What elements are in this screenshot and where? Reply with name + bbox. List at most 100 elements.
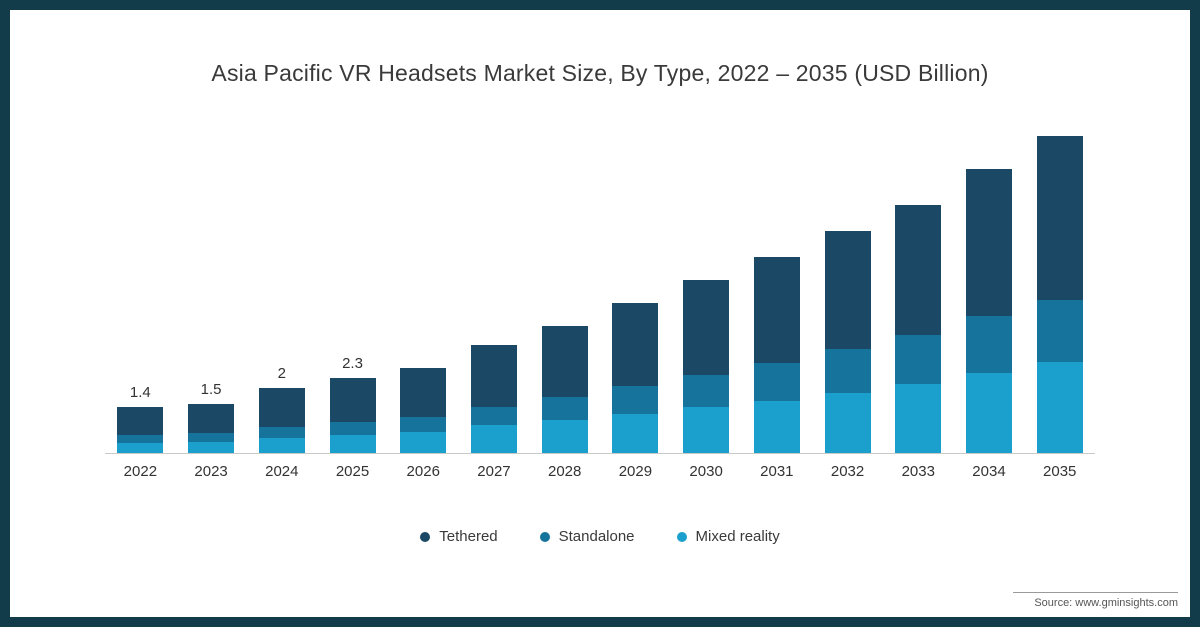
bar-segment-mixed-reality [470,425,517,453]
x-tick-label: 2026 [406,463,440,480]
bar-column [459,98,530,453]
bar-column: 2 [246,98,317,453]
legend-label: Mixed reality [695,528,780,545]
source-attribution: Source: www.gminsights.com [1013,592,1178,609]
bar-column [741,98,812,453]
bar-segment-mixed-reality [895,384,942,453]
legend: Tethered Standalone Mixed reality [105,528,1095,545]
legend-item-mixed-reality: Mixed reality [676,528,780,545]
bar-segment-standalone [541,397,588,421]
chart-title: Asia Pacific VR Headsets Market Size, By… [211,60,989,86]
bar-value-label: 1.4 [129,384,151,402]
bar-segment-mixed-reality [188,442,235,453]
bar-stack [470,345,517,453]
bar-column: 2.3 [317,98,388,453]
x-tick-label: 2025 [335,463,370,480]
bar-segment-mixed-reality [824,392,871,453]
bar-column [812,98,883,453]
legend-dot-icon [539,531,550,542]
bar-column [1024,98,1095,453]
x-tick-label: 2034 [972,463,1006,480]
chart-area: 1.4 1.5 2 2.3 2022 2023 2024 2025 2026 2027 2028 2… [105,98,1095,545]
bar-stack [1036,136,1083,453]
bar-segment-tethered [683,279,730,375]
bar-column [954,98,1025,453]
bar-segment-tethered [753,257,800,364]
x-tick-label: 2027 [477,463,511,480]
bar-stack [188,404,235,453]
bar-segment-standalone [188,433,235,443]
bar-segment-mixed-reality [329,435,376,453]
bar-segment-mixed-reality [258,438,305,453]
bar-segment-standalone [895,335,942,385]
bar-segment-tethered [188,404,235,434]
bar-stack [117,407,164,453]
bar-segment-tethered [612,302,659,387]
bar-column [671,98,742,453]
plot-area: 1.4 1.5 2 2.3 [105,98,1095,453]
bar-segment-standalone [683,374,730,408]
legend-label: Tethered [439,528,498,545]
bar-segment-standalone [824,348,871,393]
x-tick-label: 2030 [689,463,723,480]
bar-stack [400,368,447,453]
legend-dot-icon [420,531,431,542]
bar-stack [329,377,376,453]
bar-column [388,98,459,453]
bar-segment-standalone [965,315,1012,373]
bar-segment-standalone [329,421,376,435]
x-tick-label: 2028 [547,463,582,480]
bar-segment-mixed-reality [612,413,659,453]
x-tick-label: 2029 [618,463,653,480]
bar-stack [895,204,942,453]
bar-stack [683,279,730,453]
bar-stack [258,387,305,453]
bar-segment-mixed-reality [683,407,730,453]
x-tick-label: 2031 [760,463,794,480]
bar-segment-standalone [470,407,517,426]
bar-segment-tethered [965,168,1012,316]
bar-column: 1.5 [176,98,247,453]
x-tick-label: 2033 [901,463,935,480]
bar-segment-standalone [117,435,164,444]
x-tick-label: 2032 [830,463,865,480]
bar-column: 1.4 [105,98,176,453]
bar-stack [824,230,871,453]
bar-segment-mixed-reality [400,431,447,453]
bar-segment-mixed-reality [965,373,1012,453]
bar-segment-tethered [329,377,376,422]
bar-segment-tethered [1036,136,1083,300]
legend-item-tethered: Tethered [420,528,498,545]
bar-segment-tethered [824,230,871,349]
legend-label: Standalone [558,528,635,545]
bar-column [600,98,671,453]
bar-segment-standalone [612,386,659,414]
bar-segment-tethered [541,325,588,398]
bar-value-label: 2.3 [342,354,363,372]
bar-segment-tethered [470,345,517,408]
bar-value-label: 2 [277,364,286,382]
bar-value-label: 1.5 [200,381,222,399]
bar-column [883,98,954,453]
bar-segment-standalone [1036,299,1083,362]
bar-segment-mixed-reality [117,443,164,453]
bar-segment-tethered [895,204,942,336]
legend-item-standalone: Standalone [539,528,635,545]
bar-segment-mixed-reality [1036,361,1083,453]
x-tick-label: 2022 [123,463,158,480]
bar-segment-standalone [753,363,800,401]
bar-stack [753,257,800,453]
x-tick-label: 2035 [1043,463,1077,480]
bar-segment-tethered [400,368,447,418]
bar-segment-tethered [258,387,305,427]
bar-stack [541,325,588,453]
legend-dot-icon [676,531,687,542]
bar-column [529,98,600,453]
x-tick-label: 2023 [194,463,228,480]
bar-segment-standalone [258,426,305,439]
bar-segment-standalone [400,417,447,432]
bar-segment-mixed-reality [753,400,800,453]
x-tick-label: 2024 [265,463,299,480]
bar-stack [965,168,1012,453]
